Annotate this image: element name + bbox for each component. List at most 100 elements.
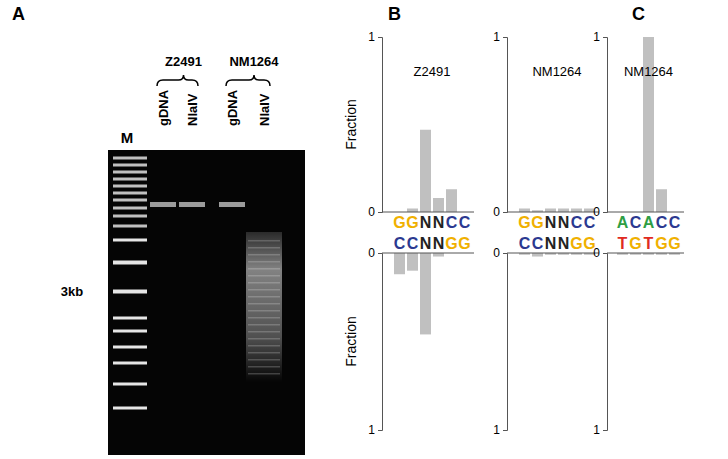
x-axis: TGTGG (617, 235, 682, 254)
sequence-letter: A (617, 214, 629, 231)
sequence-letter: C (407, 235, 419, 252)
y-tick-label: 0 (593, 205, 600, 219)
sequence-letter: C (459, 214, 471, 231)
y-tick-label: 0 (493, 205, 500, 219)
y-tick: 0 (593, 205, 607, 219)
x-tick: C (669, 212, 681, 231)
ladder-band (113, 239, 147, 242)
y-tick-label: 1 (368, 423, 375, 437)
x-tick: G (668, 235, 680, 253)
smear-band (248, 247, 280, 249)
smear-band (248, 254, 280, 256)
x-tick: G (406, 212, 418, 231)
y-tick-mark (503, 430, 507, 431)
sequence-letter: N (420, 235, 432, 252)
x-tick: N (558, 212, 570, 231)
smear-band (248, 366, 280, 368)
y-tick-label: 0 (368, 205, 375, 219)
bar (420, 253, 431, 334)
x-tick: N (420, 212, 432, 231)
ladder-band (113, 199, 147, 202)
y-axis: 01 (593, 246, 607, 437)
marker-label: M (121, 129, 134, 146)
lane-label: NlaIV (257, 93, 272, 126)
ladder-band (113, 225, 147, 228)
sequence-letter: N (558, 214, 570, 231)
y-axis-line (603, 38, 608, 213)
y-tick: 0 (368, 246, 382, 260)
ladder-band (113, 383, 147, 386)
bar (420, 130, 431, 212)
strain-label: Z2491 (165, 54, 202, 69)
sequence-letter: N (545, 235, 557, 252)
x-tick: N (545, 235, 557, 253)
y-tick-label: 1 (493, 423, 500, 437)
x-axis-line (617, 253, 682, 254)
gdna-band (179, 202, 205, 207)
x-axis: ACACC (617, 212, 682, 231)
smear-band (248, 275, 280, 277)
bar (446, 189, 457, 212)
lane-label: gDNA (225, 89, 240, 126)
baseline (382, 253, 474, 254)
digest-smear (246, 232, 282, 382)
smear-band (248, 310, 280, 312)
y-tick-label: 1 (593, 30, 600, 44)
baseline (607, 212, 684, 213)
sequence-letter: G (445, 235, 457, 252)
ladder-band (113, 192, 147, 195)
x-tick: N (545, 212, 557, 231)
bars (519, 253, 595, 257)
y-tick-mark (603, 212, 607, 213)
bar-chart: 01GGNNCCZ2491Fraction (343, 30, 474, 231)
y-tick: 1 (368, 423, 382, 437)
x-tick: C (532, 235, 544, 253)
x-tick: C (446, 212, 458, 231)
smear-band (248, 261, 280, 263)
x-tick: G (655, 235, 667, 253)
smear-band (248, 324, 280, 326)
ladder-band (113, 330, 147, 333)
y-tick-mark (378, 430, 382, 431)
x-axis-line (394, 212, 472, 213)
ladder-band (113, 207, 147, 210)
sequence-letter: C (630, 214, 642, 231)
smear-band (248, 296, 280, 298)
bar (407, 209, 418, 213)
smear-band (248, 268, 280, 270)
bar-chart: 01TGTGG (593, 235, 684, 437)
bar (519, 209, 530, 213)
y-axis-line (503, 254, 508, 431)
sequence-letter: C (532, 235, 544, 252)
y-tick: 1 (493, 423, 507, 437)
y-tick-label: 1 (493, 30, 500, 44)
x-axis: GGNNCC (393, 212, 471, 231)
x-axis-line (617, 212, 682, 213)
bar-chart: 01ACACCNM1264 (593, 30, 684, 231)
sequence-letter: C (519, 235, 531, 252)
y-tick-label: 0 (368, 246, 375, 260)
x-tick: T (618, 235, 628, 253)
y-tick: 1 (593, 423, 607, 437)
smear-band (248, 303, 280, 305)
baseline (507, 212, 599, 213)
x-tick: C (656, 212, 668, 231)
strain-brace (157, 75, 198, 86)
bar (545, 209, 556, 213)
x-axis-line (519, 253, 597, 254)
y-axis: 01 (368, 246, 382, 437)
x-tick: N (420, 235, 432, 253)
y-axis-line (378, 38, 383, 213)
y-tick-mark (378, 253, 382, 254)
x-tick: A (643, 212, 655, 231)
y-tick-mark (378, 37, 382, 38)
x-tick: C (519, 235, 531, 253)
ladder-band (113, 261, 147, 265)
smear-band (248, 317, 280, 319)
x-tick: G (445, 235, 457, 253)
y-tick-label: 0 (493, 246, 500, 260)
x-tick: G (458, 235, 470, 253)
panel-label: A (12, 4, 25, 24)
bar-chart: 01CCNNGG (493, 235, 599, 437)
sequence-letter: C (446, 214, 458, 231)
